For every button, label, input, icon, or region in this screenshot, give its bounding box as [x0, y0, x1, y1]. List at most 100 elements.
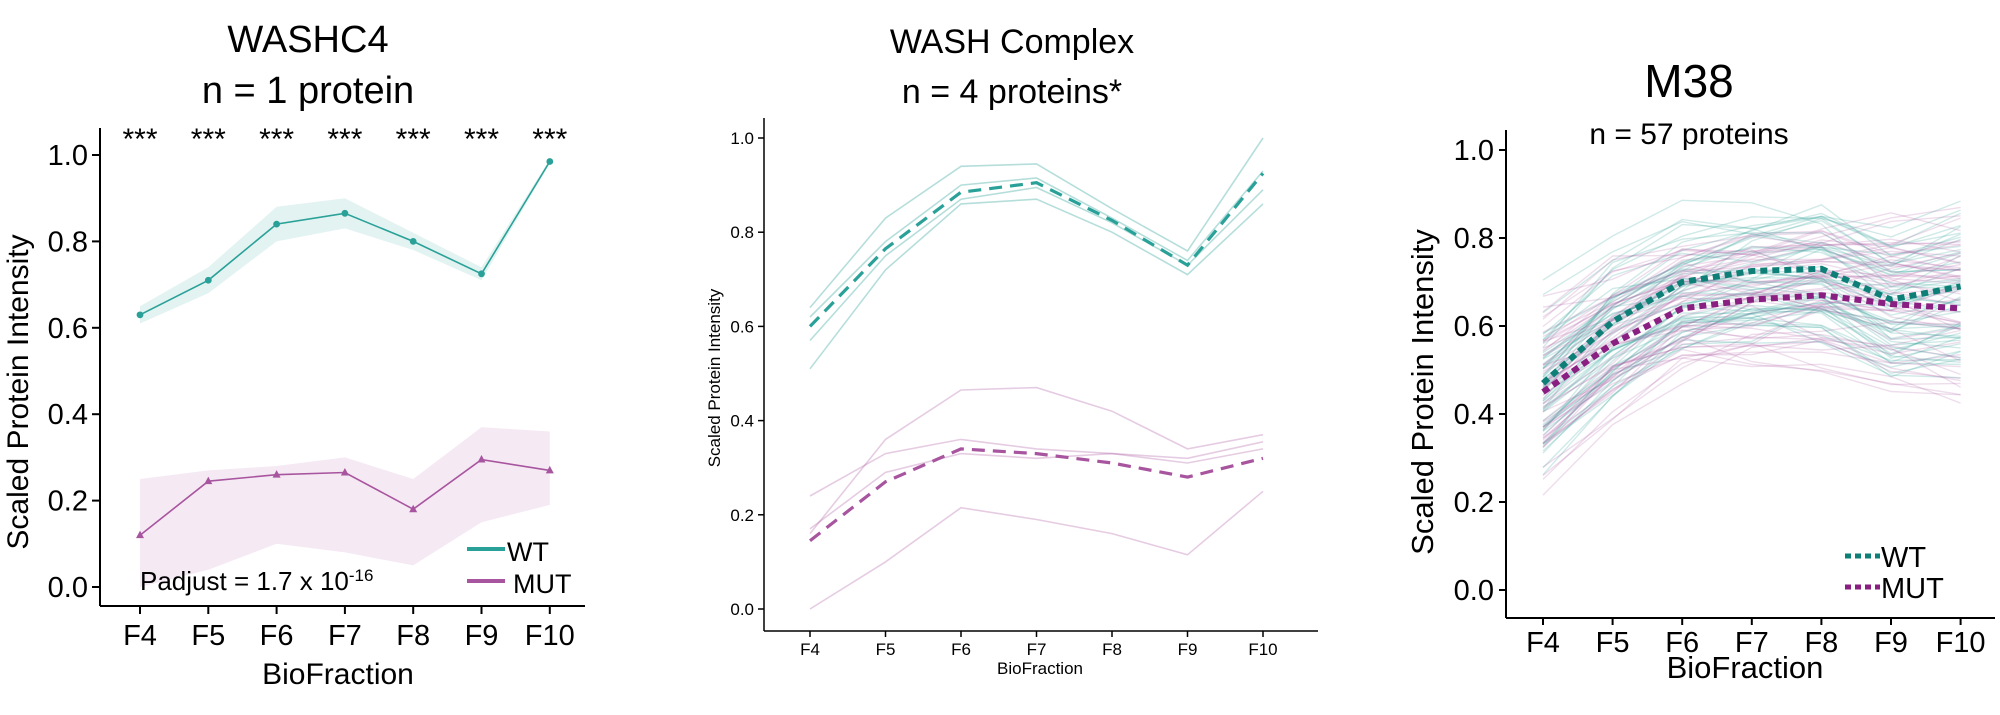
y-tick-label: 0.6 [730, 317, 754, 336]
wt-protein-line [1542, 296, 1961, 413]
y-tick-label: 0.4 [1454, 399, 1494, 431]
x-tick-label: F5 [1596, 627, 1630, 659]
wt-protein-line [1542, 220, 1961, 296]
x-tick-label: F6 [951, 640, 971, 659]
mut-protein-line [1542, 215, 1961, 386]
y-tick-label: 0.0 [730, 600, 754, 619]
wt-data-point [546, 158, 554, 165]
wt-protein-line [809, 170, 1264, 318]
wt-mean-line [808, 172, 1265, 328]
y-axis-label: Scaled Protein Intensity [1405, 229, 1440, 555]
wt-protein-line [1542, 295, 1961, 404]
legend-label-wt: WT [507, 537, 549, 567]
mut-protein-line [1542, 284, 1961, 480]
panel-wash-complex: WASH Complex n = 4 proteins* F4 F5 F6 F7 F8 F… [705, 23, 1318, 678]
mut-protein-line [1542, 287, 1961, 441]
y-tick-label: 0.2 [1454, 487, 1494, 519]
padjust-annotation: Padjust = 1.7 x 10-16 [140, 566, 373, 596]
y-tick-label: 1.0 [1454, 135, 1494, 167]
significance-marker: *** [327, 123, 362, 156]
mut-protein-line [1542, 241, 1961, 370]
y-tick-label: 0.8 [1454, 223, 1494, 255]
wt-protein-line [1542, 216, 1961, 341]
wt-protein-line [1542, 322, 1961, 452]
mut-protein-line [1542, 298, 1961, 444]
mut-protein-line [1542, 342, 1961, 408]
panel-subtitle: n = 57 proteins [1589, 118, 1788, 151]
y-tick-label: 0.2 [48, 486, 88, 518]
mut-data-point [136, 530, 144, 539]
wt-data-point [273, 220, 280, 228]
mut-protein-line [1542, 329, 1961, 476]
wt-data-point [409, 238, 417, 245]
wt-protein-line [1542, 204, 1961, 368]
padjust-text: Padjust = 1.7 x 10 [140, 566, 349, 596]
x-tick-label: F4 [1526, 627, 1560, 659]
x-tick-label: F4 [123, 620, 157, 652]
legend: WT MUT [1845, 542, 1944, 605]
mut-data-point [545, 465, 554, 474]
panel-washc4: WASHC4 n = 1 protein *** *** *** *** *** *** *… [2, 19, 585, 691]
mut-protein-line [1542, 268, 1961, 392]
panel-title: WASHC4 [227, 19, 388, 61]
mut-protein-line [1542, 246, 1961, 357]
wt-protein-line [1542, 212, 1961, 376]
wt-protein-line [1542, 313, 1961, 413]
y-tick-label: 0.0 [48, 572, 88, 604]
y-axis-label: Scaled Protein Intensity [705, 288, 724, 467]
wt-confidence-band [140, 159, 550, 324]
panel-subtitle: n = 4 proteins* [902, 73, 1122, 111]
x-tick-label: F9 [1874, 627, 1908, 659]
mut-protein-line [1542, 249, 1961, 328]
x-tick-label: F5 [876, 640, 896, 659]
wt-protein-line [1542, 233, 1961, 378]
mut-protein-line [1542, 270, 1961, 437]
mut-data-point [409, 504, 418, 513]
padjust-exponent: -16 [349, 566, 374, 585]
wt-protein-line [1542, 245, 1961, 354]
x-axis-label: BioFraction [1667, 650, 1824, 685]
x-tick-label: F7 [1735, 627, 1769, 659]
wt-protein-line [1542, 317, 1961, 395]
x-tick-label: F10 [525, 620, 575, 652]
wt-protein-line [1542, 307, 1961, 411]
mut-data-point [340, 468, 349, 476]
wt-protein-line [1542, 279, 1961, 409]
y-tick-label: 0.6 [1454, 311, 1494, 343]
mut-protein-line [1542, 229, 1961, 342]
legend: WT MUT [467, 537, 571, 599]
plot-area: F4 F5 F6 F7 F8 F9 F10 0.0 0.2 0.4 0.6 0.8 1.0 [730, 129, 1277, 659]
wt-protein-line [1542, 212, 1961, 389]
wt-protein-line [809, 198, 1264, 370]
y-axis-label: Scaled Protein Intensity [2, 234, 35, 549]
mut-protein-line [1542, 250, 1961, 390]
mut-protein-line [1542, 339, 1961, 448]
mut-protein-line [1542, 232, 1961, 320]
mut-protein-line [1542, 212, 1961, 366]
x-tick-label: F6 [260, 620, 294, 652]
wt-protein-line [1542, 199, 1961, 289]
x-tick-label: F7 [1027, 640, 1047, 659]
wt-protein-line [1542, 287, 1961, 436]
mut-protein-line [1542, 217, 1961, 386]
legend-label-mut: MUT [1881, 573, 1944, 605]
y-tick-label: 0.4 [730, 412, 754, 431]
panel-title: WASH Complex [890, 23, 1134, 61]
mut-protein-line [1542, 282, 1961, 343]
wt-data-point [204, 276, 212, 284]
mut-protein-line [1542, 268, 1961, 439]
mut-mean-line [1541, 292, 1961, 395]
mut-protein-line [1542, 239, 1961, 352]
wt-data-point [478, 270, 485, 278]
y-tick-label: 0.6 [48, 313, 88, 345]
mut-protein-line [1542, 246, 1961, 297]
panel-subtitle: n = 1 protein [202, 70, 414, 112]
mut-protein-line [1542, 260, 1961, 366]
mut-confidence-band [140, 427, 550, 587]
wt-protein-line [1542, 245, 1961, 369]
wt-protein-line [1542, 278, 1961, 341]
y-tick-label: 1.0 [48, 140, 88, 172]
mut-protein-line [1542, 241, 1961, 382]
wt-protein-line [1542, 304, 1961, 422]
